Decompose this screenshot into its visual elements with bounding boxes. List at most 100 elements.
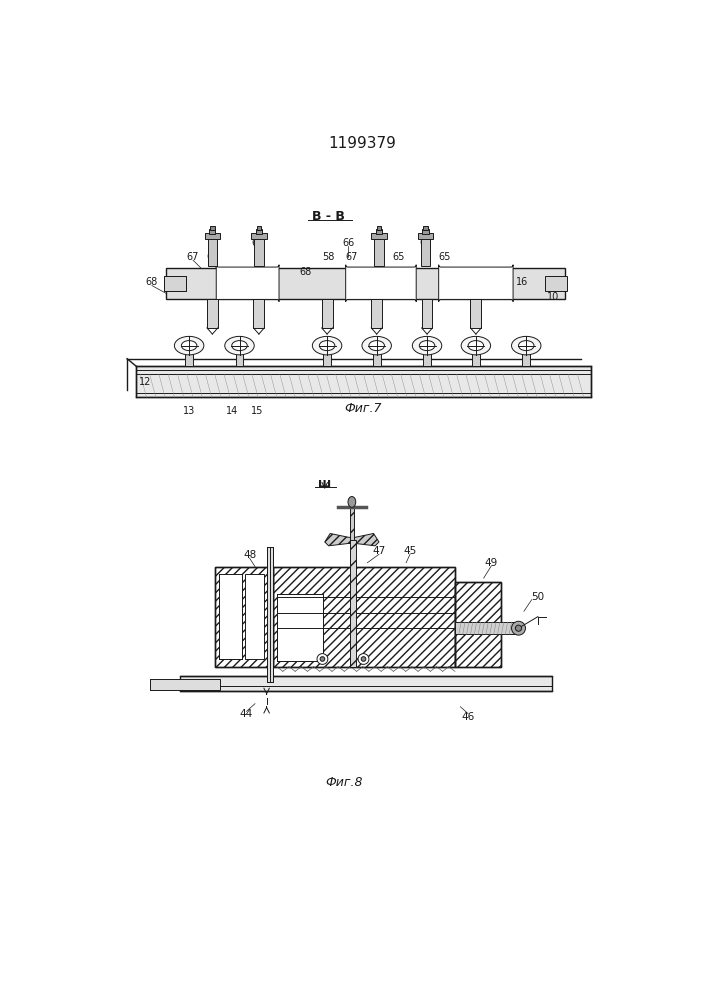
- Text: 67: 67: [187, 252, 199, 262]
- Bar: [322, 299, 332, 328]
- Ellipse shape: [515, 625, 522, 631]
- Bar: [256, 229, 262, 234]
- Ellipse shape: [348, 497, 356, 507]
- Ellipse shape: [358, 654, 369, 664]
- Text: В - В: В - В: [312, 210, 345, 223]
- Ellipse shape: [362, 336, 392, 355]
- Text: ш: ш: [318, 477, 332, 490]
- Text: 10: 10: [547, 292, 559, 302]
- Bar: [349, 505, 354, 540]
- Text: 66: 66: [419, 238, 432, 248]
- Bar: [349, 540, 356, 667]
- Bar: [418, 233, 433, 239]
- Ellipse shape: [175, 336, 204, 355]
- Ellipse shape: [320, 657, 325, 661]
- Text: 68: 68: [146, 277, 158, 287]
- Text: 48: 48: [243, 550, 256, 560]
- Ellipse shape: [419, 341, 435, 351]
- Ellipse shape: [512, 621, 525, 635]
- Bar: [215, 567, 273, 667]
- Bar: [164, 276, 186, 291]
- Text: 66: 66: [342, 238, 354, 248]
- Text: 65: 65: [206, 252, 218, 262]
- Text: 16: 16: [516, 277, 529, 287]
- Bar: [422, 229, 428, 234]
- Ellipse shape: [312, 336, 341, 355]
- Bar: [377, 226, 381, 230]
- Bar: [151, 679, 220, 690]
- Text: 63: 63: [251, 238, 264, 248]
- Bar: [267, 547, 273, 682]
- FancyBboxPatch shape: [438, 265, 513, 302]
- Text: 68: 68: [299, 267, 312, 277]
- Ellipse shape: [182, 341, 197, 351]
- Bar: [251, 233, 267, 239]
- Ellipse shape: [518, 341, 534, 351]
- Text: 1199379: 1199379: [328, 136, 396, 151]
- Text: 88: 88: [501, 267, 513, 277]
- Text: 15: 15: [251, 406, 264, 416]
- Text: Фиг.8: Фиг.8: [325, 776, 363, 789]
- Bar: [423, 353, 431, 366]
- Bar: [273, 567, 455, 667]
- Text: 12: 12: [139, 377, 151, 387]
- Bar: [136, 366, 590, 397]
- Bar: [185, 353, 193, 366]
- Bar: [180, 676, 552, 691]
- Ellipse shape: [468, 341, 484, 351]
- Text: 44: 44: [240, 709, 253, 719]
- Text: 45: 45: [404, 546, 416, 556]
- Bar: [276, 594, 323, 661]
- Bar: [207, 299, 218, 328]
- Bar: [209, 229, 216, 234]
- Bar: [455, 582, 501, 667]
- Ellipse shape: [232, 341, 247, 351]
- Bar: [421, 299, 433, 328]
- Bar: [376, 229, 382, 234]
- Ellipse shape: [412, 336, 442, 355]
- Text: 46: 46: [462, 712, 474, 722]
- Bar: [374, 237, 384, 266]
- Text: 50: 50: [532, 592, 544, 602]
- Bar: [371, 299, 382, 328]
- Bar: [545, 276, 566, 291]
- Bar: [218, 574, 242, 659]
- Ellipse shape: [317, 654, 328, 664]
- Bar: [276, 594, 323, 661]
- Bar: [423, 226, 428, 230]
- Ellipse shape: [512, 336, 541, 355]
- Text: 47: 47: [373, 546, 385, 556]
- Bar: [235, 353, 243, 366]
- Ellipse shape: [320, 341, 335, 351]
- Text: 67: 67: [346, 252, 358, 262]
- FancyBboxPatch shape: [346, 265, 416, 302]
- Bar: [253, 299, 264, 328]
- Text: Фиг.7: Фиг.7: [345, 402, 382, 415]
- Bar: [421, 237, 430, 266]
- Bar: [373, 353, 380, 366]
- Ellipse shape: [369, 341, 385, 351]
- Bar: [267, 547, 273, 682]
- Ellipse shape: [225, 336, 255, 355]
- Bar: [371, 233, 387, 239]
- Bar: [204, 233, 220, 239]
- Bar: [323, 353, 331, 366]
- Bar: [470, 299, 481, 328]
- Text: 13: 13: [183, 406, 195, 416]
- Bar: [164, 276, 186, 291]
- Bar: [455, 582, 501, 667]
- Bar: [273, 567, 455, 667]
- Bar: [257, 226, 261, 230]
- Text: 58: 58: [322, 252, 335, 262]
- Ellipse shape: [361, 657, 366, 661]
- Bar: [245, 574, 264, 659]
- Ellipse shape: [461, 336, 491, 355]
- Text: 65: 65: [392, 252, 404, 262]
- Bar: [455, 622, 517, 634]
- Text: 65: 65: [438, 252, 451, 262]
- Bar: [255, 237, 264, 266]
- Bar: [472, 353, 480, 366]
- Bar: [208, 237, 217, 266]
- Bar: [522, 353, 530, 366]
- Text: 49: 49: [485, 558, 498, 568]
